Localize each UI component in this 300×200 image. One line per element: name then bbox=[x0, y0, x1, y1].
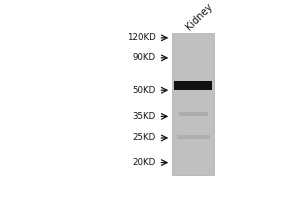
Bar bbox=[172, 33, 214, 175]
Text: 90KD: 90KD bbox=[133, 53, 156, 62]
Text: 20KD: 20KD bbox=[133, 158, 156, 167]
Text: 50KD: 50KD bbox=[133, 86, 156, 95]
Text: Kidney: Kidney bbox=[184, 1, 215, 32]
Bar bbox=[178, 112, 208, 116]
Text: 35KD: 35KD bbox=[133, 112, 156, 121]
Bar bbox=[174, 81, 212, 90]
Bar bbox=[176, 135, 210, 139]
Text: 25KD: 25KD bbox=[133, 133, 156, 142]
Text: 120KD: 120KD bbox=[127, 33, 156, 42]
